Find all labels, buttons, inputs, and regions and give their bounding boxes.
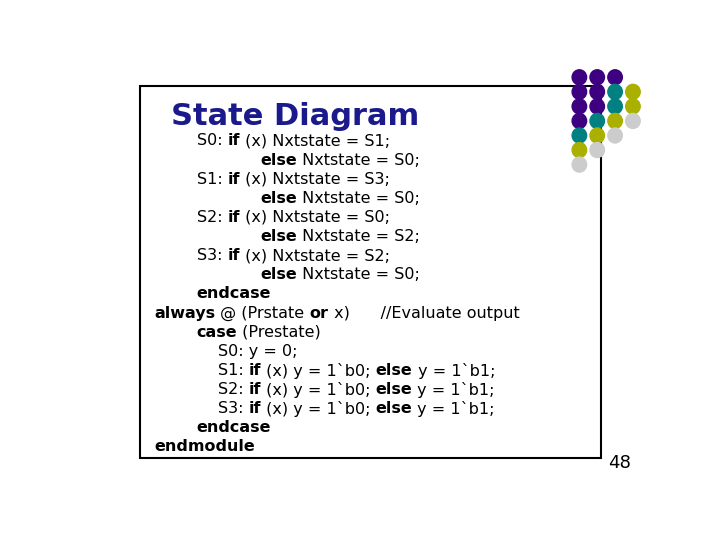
Text: State Diagram: State Diagram xyxy=(171,102,419,131)
Text: (x) y = 1`b0;: (x) y = 1`b0; xyxy=(261,401,376,417)
Text: else: else xyxy=(260,191,297,206)
Text: else: else xyxy=(376,363,413,378)
Ellipse shape xyxy=(608,113,622,129)
Ellipse shape xyxy=(608,128,622,143)
Text: case: case xyxy=(197,325,237,340)
Text: S0: y = 0;: S0: y = 0; xyxy=(217,344,297,359)
Text: else: else xyxy=(260,267,297,282)
Text: Nxtstate = S0;: Nxtstate = S0; xyxy=(297,152,420,167)
Ellipse shape xyxy=(572,70,587,85)
Ellipse shape xyxy=(572,157,587,172)
Text: 48: 48 xyxy=(608,454,631,472)
Text: or: or xyxy=(310,306,328,321)
Ellipse shape xyxy=(608,70,622,85)
Text: if: if xyxy=(248,401,261,416)
Ellipse shape xyxy=(626,99,640,114)
Text: S3:: S3: xyxy=(197,248,228,263)
Text: if: if xyxy=(248,382,261,397)
Text: (x) y = 1`b0;: (x) y = 1`b0; xyxy=(261,363,376,379)
Text: if: if xyxy=(228,248,240,263)
Ellipse shape xyxy=(608,99,622,114)
Text: S3:: S3: xyxy=(217,401,248,416)
Text: (x) Nxtstate = S1;: (x) Nxtstate = S1; xyxy=(240,133,390,148)
Text: S0:: S0: xyxy=(197,133,228,148)
Text: S1:: S1: xyxy=(197,172,228,187)
Ellipse shape xyxy=(590,84,605,99)
Text: else: else xyxy=(376,382,413,397)
Text: (x) Nxtstate = S0;: (x) Nxtstate = S0; xyxy=(240,210,390,225)
Text: S2:: S2: xyxy=(217,382,248,397)
Ellipse shape xyxy=(626,84,640,99)
Text: if: if xyxy=(228,210,240,225)
Text: y = 1`b1;: y = 1`b1; xyxy=(413,401,495,417)
Ellipse shape xyxy=(590,113,605,129)
Text: if: if xyxy=(228,172,240,187)
Text: S2:: S2: xyxy=(197,210,228,225)
Text: (x) Nxtstate = S2;: (x) Nxtstate = S2; xyxy=(240,248,390,263)
Text: Nxtstate = S0;: Nxtstate = S0; xyxy=(297,191,420,206)
Text: if: if xyxy=(228,133,240,148)
Text: endcase: endcase xyxy=(197,286,271,301)
Ellipse shape xyxy=(590,143,605,158)
Text: endcase: endcase xyxy=(197,420,271,435)
Text: y = 1`b1;: y = 1`b1; xyxy=(413,382,495,398)
Ellipse shape xyxy=(626,113,640,129)
Text: (Prestate): (Prestate) xyxy=(237,325,321,340)
Text: y = 1`b1;: y = 1`b1; xyxy=(413,363,495,379)
Text: (x) y = 1`b0;: (x) y = 1`b0; xyxy=(261,382,376,398)
Text: x)      //Evaluate output: x) //Evaluate output xyxy=(328,306,519,321)
Ellipse shape xyxy=(590,128,605,143)
Text: else: else xyxy=(376,401,413,416)
Ellipse shape xyxy=(572,99,587,114)
Text: S1:: S1: xyxy=(217,363,248,378)
Ellipse shape xyxy=(590,70,605,85)
Text: else: else xyxy=(260,229,297,244)
Text: Nxtstate = S0;: Nxtstate = S0; xyxy=(297,267,420,282)
Ellipse shape xyxy=(572,84,587,99)
FancyBboxPatch shape xyxy=(140,85,600,458)
Text: @ (Prstate: @ (Prstate xyxy=(215,306,310,321)
Text: Nxtstate = S2;: Nxtstate = S2; xyxy=(297,229,420,244)
Ellipse shape xyxy=(572,113,587,129)
Ellipse shape xyxy=(572,128,587,143)
Ellipse shape xyxy=(608,84,622,99)
Ellipse shape xyxy=(572,143,587,158)
Text: endmodule: endmodule xyxy=(154,440,255,455)
Text: if: if xyxy=(248,363,261,378)
Text: (x) Nxtstate = S3;: (x) Nxtstate = S3; xyxy=(240,172,390,187)
Ellipse shape xyxy=(590,99,605,114)
Text: always: always xyxy=(154,306,215,321)
Text: else: else xyxy=(260,152,297,167)
